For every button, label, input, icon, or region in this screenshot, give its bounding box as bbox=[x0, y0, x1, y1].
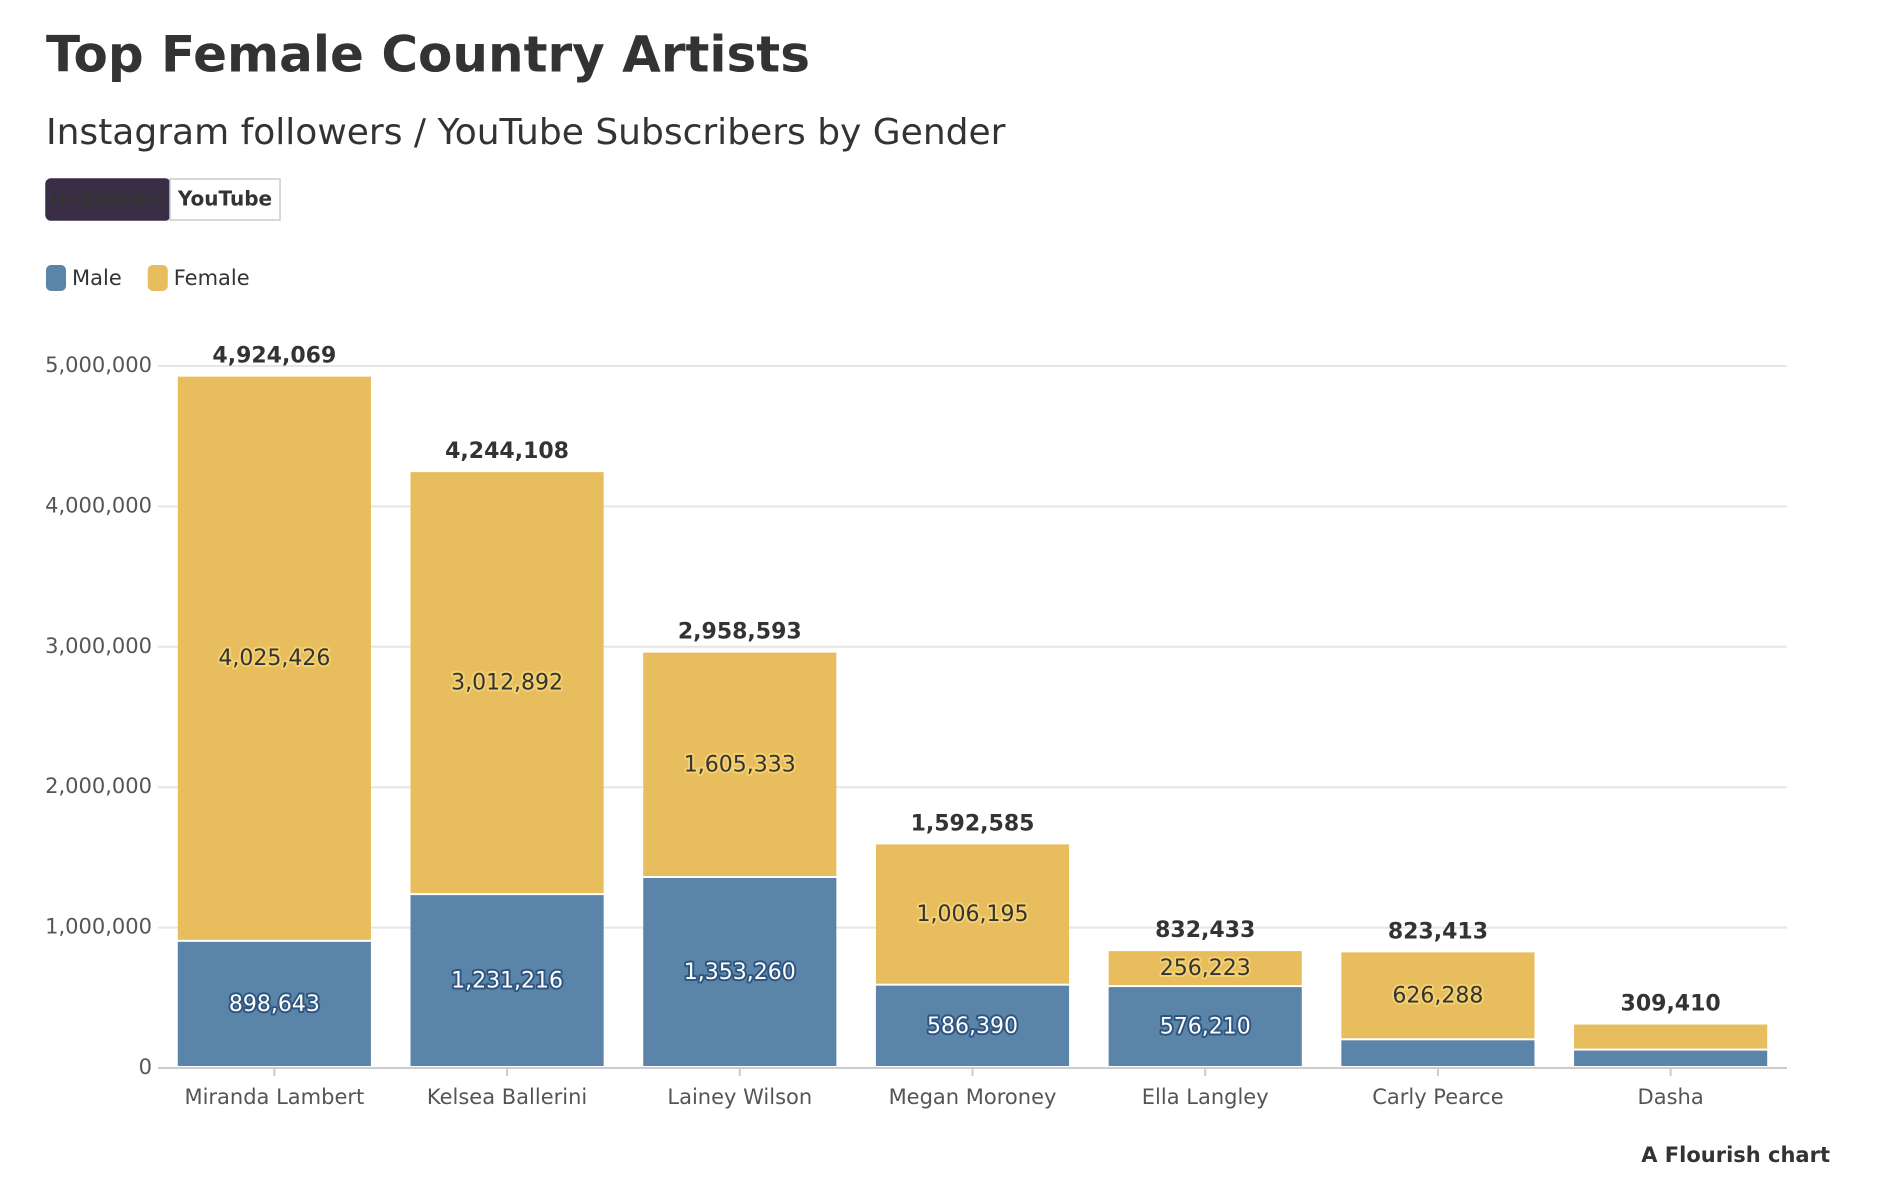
toggle-button[interactable] bbox=[169, 178, 281, 221]
x-tick-label: Kelsea Ballerini bbox=[427, 1085, 587, 1109]
bar-segment bbox=[1574, 1050, 1768, 1066]
bar-segment bbox=[177, 376, 371, 940]
bar-segment bbox=[1574, 1024, 1768, 1049]
chart-title: Top Female Country Artists bbox=[46, 26, 810, 84]
x-tick-label: Megan Moroney bbox=[889, 1085, 1057, 1109]
y-tick-label: 4,000,000 bbox=[45, 493, 152, 517]
bar-segment bbox=[410, 895, 604, 1066]
value-label: 626,288 bbox=[1392, 983, 1483, 1008]
total-label: 832,433 bbox=[1155, 918, 1255, 943]
legend-label: Male bbox=[72, 266, 122, 290]
bar-segment bbox=[643, 652, 837, 877]
value-label: 898,643 bbox=[229, 992, 320, 1017]
y-tick-label: 5,000,000 bbox=[45, 353, 152, 377]
x-tick-label: Ella Langley bbox=[1142, 1085, 1269, 1109]
chart-subtitle: Instagram followers / YouTube Subscriber… bbox=[46, 112, 1006, 153]
value-label: 256,223 bbox=[1160, 956, 1251, 981]
total-label: 823,413 bbox=[1388, 919, 1488, 944]
value-label: 1,231,216 bbox=[451, 969, 563, 994]
toggle-label[interactable]: YouTube bbox=[177, 187, 272, 211]
legend-swatch bbox=[147, 265, 168, 291]
bar-segment bbox=[1341, 1040, 1535, 1066]
value-label: 576,210 bbox=[1160, 1015, 1251, 1040]
value-label: 1,353,260 bbox=[684, 960, 796, 985]
bar-segment bbox=[1341, 952, 1535, 1039]
value-label: 4,025,426 bbox=[218, 646, 330, 671]
x-tick-label: Dasha bbox=[1638, 1085, 1704, 1109]
value-label: 1,006,195 bbox=[917, 902, 1029, 927]
total-label: 1,592,585 bbox=[911, 811, 1035, 836]
x-tick-label: Miranda Lambert bbox=[184, 1085, 364, 1109]
total-label: 4,924,069 bbox=[212, 344, 336, 369]
bar-segment bbox=[875, 985, 1070, 1066]
total-label: 309,410 bbox=[1621, 992, 1721, 1017]
y-tick-label: 0 bbox=[139, 1055, 152, 1079]
total-label: 2,958,593 bbox=[678, 620, 802, 645]
legend-label: Female bbox=[174, 266, 250, 290]
y-tick-label: 1,000,000 bbox=[45, 915, 152, 939]
value-label: 586,390 bbox=[927, 1014, 1018, 1039]
y-tick-label: 2,000,000 bbox=[45, 774, 152, 798]
bar-segment bbox=[410, 472, 604, 894]
x-tick-label: Lainey Wilson bbox=[667, 1085, 812, 1109]
bar-segment bbox=[643, 878, 837, 1066]
bar-segment bbox=[1108, 987, 1302, 1066]
value-label: 1,605,333 bbox=[684, 752, 796, 777]
value-label: 3,012,892 bbox=[451, 671, 563, 696]
bar-segment bbox=[1108, 951, 1302, 986]
x-tick-label: Carly Pearce bbox=[1372, 1085, 1503, 1109]
toggle-label[interactable]: Instagram bbox=[50, 187, 165, 211]
legend-swatch bbox=[46, 265, 66, 291]
y-tick-label: 3,000,000 bbox=[45, 634, 152, 658]
credit: A Flourish chart bbox=[1641, 1143, 1830, 1167]
bar-segment bbox=[177, 941, 371, 1066]
total-label: 4,244,108 bbox=[445, 439, 569, 464]
bar-segment bbox=[875, 844, 1070, 984]
